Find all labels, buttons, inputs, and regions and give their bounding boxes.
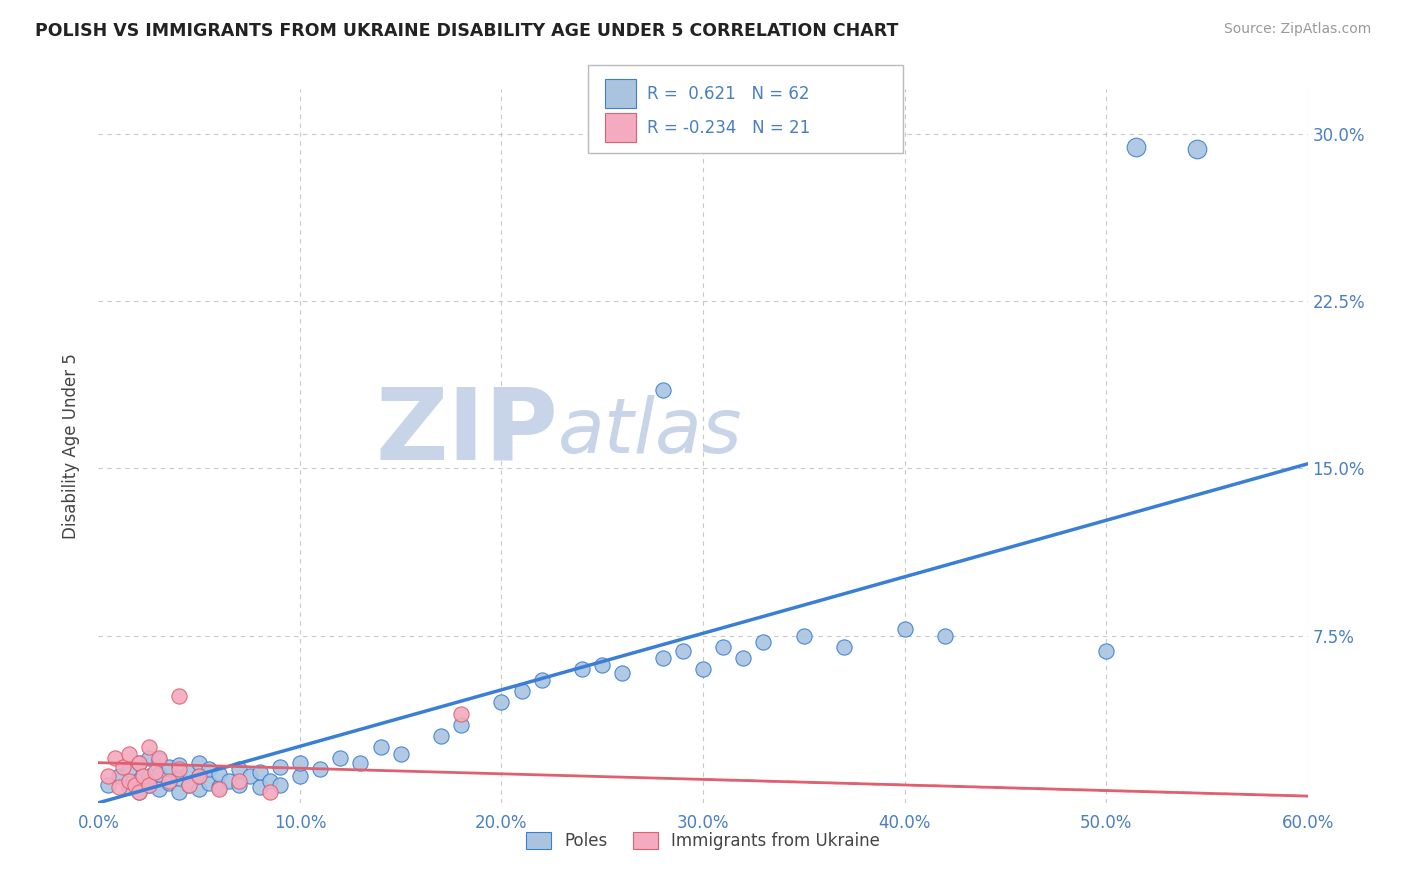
Point <box>450 706 472 721</box>
Point <box>491 696 513 710</box>
Point <box>111 760 134 774</box>
Point <box>259 785 281 799</box>
Point <box>733 651 755 665</box>
Point <box>934 628 956 642</box>
Point <box>138 769 160 783</box>
Point <box>711 640 734 654</box>
Point <box>188 782 211 797</box>
Text: atlas: atlas <box>558 395 742 468</box>
Point <box>309 762 332 776</box>
Point <box>128 756 150 770</box>
Point <box>107 769 129 783</box>
Point <box>124 778 146 792</box>
Point <box>167 771 190 786</box>
Point <box>167 762 190 776</box>
Point <box>132 769 155 783</box>
Point <box>103 751 125 765</box>
Point <box>208 782 231 797</box>
Point <box>239 769 262 783</box>
Point <box>793 628 815 642</box>
Point <box>450 717 472 731</box>
Point <box>430 729 453 743</box>
Point <box>288 769 311 783</box>
Point <box>218 773 240 788</box>
Point <box>188 769 211 783</box>
Point <box>188 756 211 770</box>
Point <box>389 747 412 761</box>
Point <box>138 778 160 792</box>
Point <box>651 651 673 665</box>
Point <box>157 773 180 788</box>
Point <box>179 764 201 779</box>
Point <box>591 657 613 672</box>
Point <box>97 778 120 792</box>
Point <box>370 740 392 755</box>
Point <box>97 769 120 783</box>
Point <box>148 753 170 767</box>
Point <box>530 673 553 687</box>
Point <box>128 773 150 788</box>
Point <box>208 767 231 781</box>
Point <box>118 780 141 795</box>
Text: R = -0.234   N = 21: R = -0.234 N = 21 <box>647 119 810 136</box>
Point <box>249 780 271 795</box>
Point <box>118 747 141 761</box>
Point <box>692 662 714 676</box>
Point <box>148 782 170 797</box>
Point <box>167 785 190 799</box>
Point <box>228 773 250 788</box>
Point <box>138 751 160 765</box>
Point <box>157 776 180 790</box>
Point <box>832 640 855 654</box>
Text: Source: ZipAtlas.com: Source: ZipAtlas.com <box>1223 22 1371 37</box>
Point <box>249 764 271 779</box>
Point <box>510 684 533 698</box>
Point <box>188 769 211 783</box>
Point <box>228 778 250 792</box>
Point <box>148 767 170 781</box>
Point <box>138 778 160 792</box>
Point <box>1125 140 1147 154</box>
Point <box>1185 142 1208 157</box>
Text: ZIP: ZIP <box>375 384 558 480</box>
Point <box>179 778 201 792</box>
Point <box>107 780 129 795</box>
Point <box>672 644 695 658</box>
Point <box>651 384 673 398</box>
Point <box>148 751 170 765</box>
Point <box>128 785 150 799</box>
Point <box>329 751 352 765</box>
Point <box>1095 644 1118 658</box>
Point <box>349 756 371 770</box>
Point <box>179 778 201 792</box>
Point <box>612 666 634 681</box>
Point <box>128 785 150 799</box>
Point <box>118 773 141 788</box>
Text: R =  0.621   N = 62: R = 0.621 N = 62 <box>647 85 810 103</box>
Point <box>198 762 221 776</box>
Point <box>157 760 180 774</box>
Legend: Poles, Immigrants from Ukraine: Poles, Immigrants from Ukraine <box>517 824 889 859</box>
Point <box>118 762 141 776</box>
Point <box>138 740 160 755</box>
Text: POLISH VS IMMIGRANTS FROM UKRAINE DISABILITY AGE UNDER 5 CORRELATION CHART: POLISH VS IMMIGRANTS FROM UKRAINE DISABI… <box>35 22 898 40</box>
Point <box>167 758 190 772</box>
Point <box>167 689 190 703</box>
Point <box>269 778 291 792</box>
Y-axis label: Disability Age Under 5: Disability Age Under 5 <box>62 353 80 539</box>
Point <box>269 760 291 774</box>
Point <box>571 662 593 676</box>
Point <box>198 776 221 790</box>
Point <box>143 764 166 779</box>
Point <box>228 762 250 776</box>
Point <box>288 756 311 770</box>
Point <box>128 756 150 770</box>
Point <box>893 622 915 636</box>
Point <box>752 635 775 649</box>
Point <box>208 780 231 795</box>
Point <box>259 773 281 788</box>
